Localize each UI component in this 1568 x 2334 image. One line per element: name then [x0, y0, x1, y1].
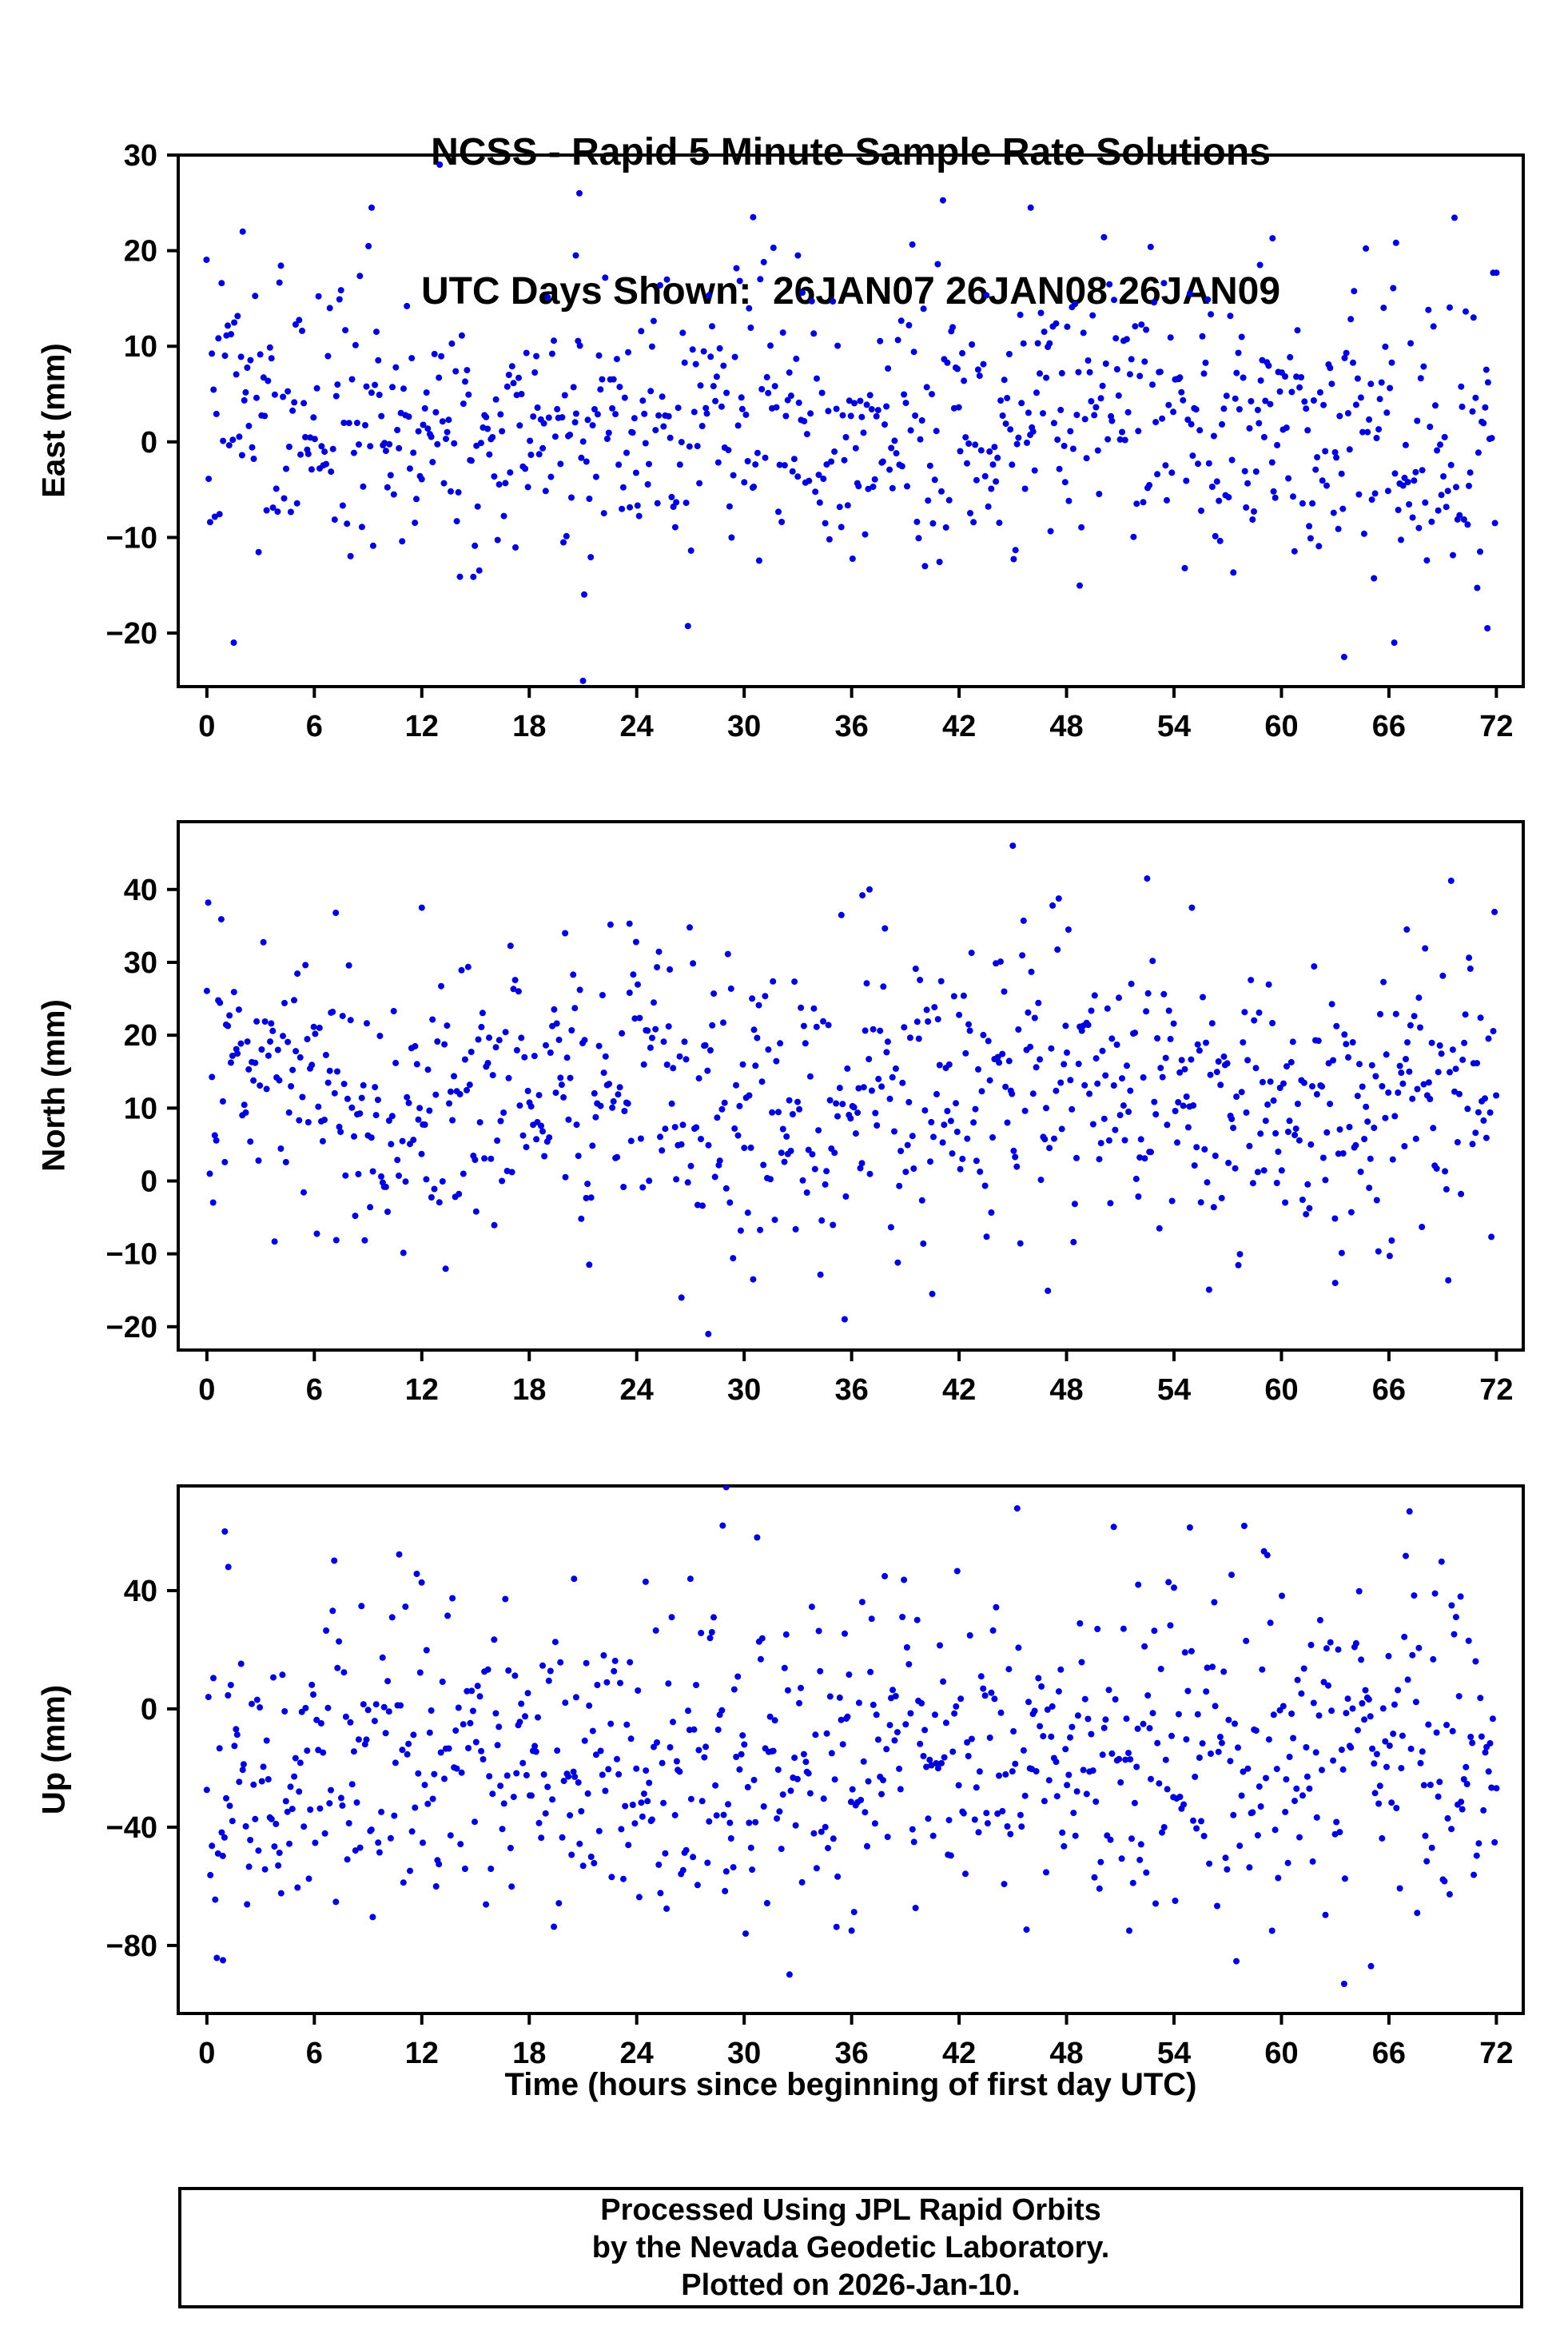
scatter-points-east — [203, 161, 1500, 684]
svg-text:0: 0 — [198, 710, 215, 743]
svg-text:20: 20 — [124, 1019, 157, 1053]
scatter-points-up — [203, 1486, 1500, 1987]
svg-text:18: 18 — [512, 710, 546, 743]
svg-text:60: 60 — [1264, 710, 1298, 743]
y-axis-label-east: East (mm) — [36, 343, 72, 498]
x-axis-ticks-north: 0 6 12 18 24 30 36 42 48 54 60 66 72 — [198, 1350, 1514, 1407]
plot-frame-east — [177, 153, 1525, 688]
svg-text:66: 66 — [1372, 710, 1406, 743]
svg-text:66: 66 — [1372, 1373, 1406, 1407]
svg-text:−80: −80 — [106, 1930, 157, 1963]
svg-text:−20: −20 — [106, 617, 157, 651]
svg-text:60: 60 — [1264, 1373, 1298, 1407]
footer-line2: by the Nevada Geodetic Laboratory. — [591, 2230, 1110, 2264]
y-axis-ticks-up: −80 −40 0 40 — [106, 1575, 178, 1963]
svg-text:6: 6 — [306, 1373, 323, 1407]
svg-text:60: 60 — [1264, 2037, 1298, 2070]
svg-text:54: 54 — [1157, 1373, 1191, 1407]
svg-text:30: 30 — [124, 139, 157, 173]
svg-text:42: 42 — [942, 1373, 976, 1407]
x-axis-ticks-east: 0 6 12 18 24 30 36 42 48 54 60 66 72 — [198, 687, 1514, 743]
svg-text:0: 0 — [141, 1693, 157, 1727]
svg-text:30: 30 — [124, 946, 157, 980]
svg-text:42: 42 — [942, 710, 976, 743]
y-axis-label-north: North (mm) — [36, 999, 72, 1172]
svg-text:0: 0 — [198, 1373, 215, 1407]
svg-text:66: 66 — [1372, 2037, 1406, 2070]
svg-text:12: 12 — [405, 1373, 439, 1407]
svg-text:40: 40 — [124, 874, 157, 907]
svg-text:0: 0 — [198, 2037, 215, 2070]
svg-text:54: 54 — [1157, 710, 1191, 743]
svg-text:36: 36 — [834, 710, 868, 743]
svg-text:54: 54 — [1157, 2037, 1191, 2070]
svg-text:−40: −40 — [106, 1811, 157, 1845]
svg-text:48: 48 — [1049, 1373, 1083, 1407]
svg-text:42: 42 — [942, 2037, 976, 2070]
svg-text:20: 20 — [124, 235, 157, 269]
x-axis-ticks-up: 0 6 12 18 24 30 36 42 48 54 60 66 72 — [198, 2013, 1514, 2070]
chart-title: NCSS - Rapid 5 Minute Sample Rate Soluti… — [178, 37, 1523, 408]
svg-text:−10: −10 — [106, 1238, 157, 1272]
svg-text:−10: −10 — [106, 521, 157, 555]
svg-text:72: 72 — [1479, 2037, 1513, 2070]
y-axis-ticks-north: −20 −10 0 10 20 30 40 — [106, 874, 178, 1344]
chart-title-line1: NCSS - Rapid 5 Minute Sample Rate Soluti… — [431, 131, 1271, 173]
footer-line3: Plotted on 2026-Jan-10. — [681, 2268, 1021, 2302]
svg-text:36: 36 — [834, 1373, 868, 1407]
svg-text:0: 0 — [141, 1165, 157, 1198]
chart-title-line2: UTC Days Shown: 26JAN07 26JAN08 26JAN09 — [420, 270, 1281, 313]
y-axis-label-up: Up (mm) — [36, 1684, 72, 1815]
y-axis-ticks-east: −20 −10 0 10 20 30 — [106, 139, 178, 651]
svg-text:24: 24 — [620, 2037, 654, 2070]
svg-text:10: 10 — [124, 1092, 157, 1125]
svg-text:40: 40 — [124, 1575, 157, 1608]
plot-frame-up — [177, 1484, 1525, 2015]
svg-text:30: 30 — [727, 2037, 761, 2070]
svg-text:18: 18 — [512, 2037, 546, 2070]
svg-text:12: 12 — [405, 710, 439, 743]
svg-text:72: 72 — [1479, 710, 1513, 743]
svg-text:30: 30 — [727, 710, 761, 743]
svg-text:30: 30 — [727, 1373, 761, 1407]
svg-text:12: 12 — [405, 2037, 439, 2070]
svg-text:18: 18 — [512, 1373, 546, 1407]
svg-text:24: 24 — [620, 1373, 654, 1407]
svg-text:24: 24 — [620, 710, 654, 743]
svg-text:6: 6 — [306, 2037, 323, 2070]
svg-text:72: 72 — [1479, 1373, 1513, 1407]
footer-box: Processed Using JPL Rapid Orbits by the … — [178, 2187, 1523, 2308]
scatter-points-north — [203, 842, 1500, 1337]
svg-text:10: 10 — [124, 330, 157, 364]
svg-text:48: 48 — [1049, 2037, 1083, 2070]
svg-text:48: 48 — [1049, 710, 1083, 743]
svg-text:36: 36 — [834, 2037, 868, 2070]
x-axis-label: Time (hours since beginning of first day… — [504, 2067, 1197, 2102]
svg-text:6: 6 — [306, 710, 323, 743]
svg-text:−20: −20 — [106, 1311, 157, 1344]
svg-text:0: 0 — [141, 426, 157, 460]
footer-line1: Processed Using JPL Rapid Orbits — [600, 2193, 1101, 2227]
